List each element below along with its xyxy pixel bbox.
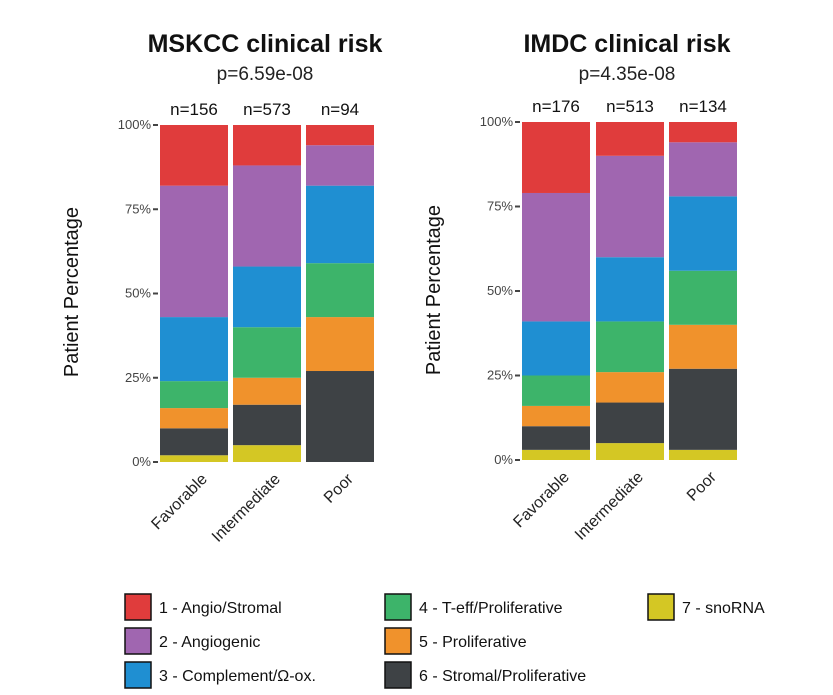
count-label: n=156 [170, 100, 218, 119]
y-tick-label: 0% [132, 454, 151, 469]
legend: 1 - Angio/Stromal 2 - Angiogenic 3 - Compl… [124, 593, 765, 689]
bar-segment-1-angio-stromal [233, 125, 301, 166]
count-label: n=94 [321, 100, 359, 119]
legend-label: 2 - Angiogenic [159, 634, 260, 651]
bar-segment-3-complement-ox [160, 317, 228, 382]
chart-panel-imdc: IMDC clinical risk p=4.35e-08 Patient Pe… [423, 30, 737, 544]
legend-swatch [124, 661, 152, 689]
bar-segment-6-stromal-proliferative [160, 428, 228, 456]
legend-label: 6 - Stromal/Proliferative [419, 668, 586, 685]
legend-item: 1 - Angio/Stromal [124, 593, 282, 621]
bar-segment-6-stromal-proliferative [596, 402, 664, 444]
bar-segment-5-proliferative [596, 372, 664, 403]
chart-subtitle: p=4.35e-08 [579, 64, 676, 85]
chart-title: IMDC clinical risk [523, 30, 730, 58]
bar-segment-6-stromal-proliferative [522, 426, 590, 450]
count-label: n=573 [243, 100, 291, 119]
y-axis-label: Patient Percentage [61, 207, 83, 377]
bar-segment-7-snorna [233, 445, 301, 462]
legend-swatch [384, 661, 412, 689]
bar-segment-7-snorna [669, 449, 737, 460]
y-tick-label: 75% [125, 201, 151, 216]
bar-segment-3-complement-ox [596, 257, 664, 322]
x-tick-label: Favorable [148, 471, 210, 533]
chart-panel-mskcc: MSKCC clinical risk p=6.59e-08 Patient P… [61, 30, 382, 546]
bar-segment-5-proliferative [522, 405, 590, 427]
y-tick-label: 100% [118, 117, 152, 132]
legend-swatch [647, 593, 675, 621]
y-tick-label: 50% [125, 286, 151, 301]
bar-segment-6-stromal-proliferative [306, 371, 374, 462]
bar-segment-1-angio-stromal [669, 122, 737, 143]
bar-segment-4-t-eff-proliferative [522, 375, 590, 406]
bar-segment-4-t-eff-proliferative [596, 321, 664, 373]
bar-segment-3-complement-ox [233, 266, 301, 328]
legend-label: 1 - Angio/Stromal [159, 600, 282, 617]
bar-segment-4-t-eff-proliferative [160, 381, 228, 409]
bar-segment-7-snorna [596, 443, 664, 460]
y-tick-label: 25% [487, 368, 513, 383]
y-axis-label: Patient Percentage [423, 205, 445, 375]
bars-group: 0% 25% 50% 75% 100% n=156 Favorable n=573 Interm… [118, 100, 374, 546]
x-tick-label: Poor [684, 468, 720, 504]
bar-segment-2-angiogenic [160, 185, 228, 318]
bar-segment-1-angio-stromal [160, 125, 228, 186]
chart-title: MSKCC clinical risk [148, 30, 383, 58]
legend-label: 5 - Proliferative [419, 634, 527, 651]
bar-segment-2-angiogenic [522, 192, 590, 322]
legend-swatch [384, 593, 412, 621]
y-tick-label: 50% [487, 283, 513, 298]
bar-segment-5-proliferative [160, 408, 228, 429]
bar-segment-1-angio-stromal [522, 122, 590, 193]
legend-label: 4 - T-eff/Proliferative [419, 600, 563, 617]
count-label: n=176 [532, 97, 580, 116]
legend-swatch [124, 627, 152, 655]
legend-item: 5 - Proliferative [384, 627, 527, 655]
legend-item: 6 - Stromal/Proliferative [384, 661, 586, 689]
x-tick-label: Favorable [510, 469, 572, 531]
legend-item: 3 - Complement/Ω-ox. [124, 661, 316, 689]
legend-item: 7 - snoRNA [647, 593, 765, 621]
y-tick-label: 100% [480, 114, 514, 129]
bar-segment-4-t-eff-proliferative [669, 270, 737, 325]
bar-segment-3-complement-ox [522, 321, 590, 376]
bar-segment-1-angio-stromal [306, 125, 374, 146]
bar-segment-2-angiogenic [233, 165, 301, 267]
bars-group: 0% 25% 50% 75% 100% n=176 Favorable n=513 Interm… [480, 97, 737, 544]
bar-segment-7-snorna [522, 449, 590, 460]
bar-segment-6-stromal-proliferative [233, 404, 301, 446]
legend-label: 3 - Complement/Ω-ox. [159, 668, 316, 685]
bar-segment-2-angiogenic [306, 145, 374, 186]
legend-swatch [384, 627, 412, 655]
bar-segment-5-proliferative [669, 324, 737, 369]
legend-label: 7 - snoRNA [682, 600, 765, 617]
y-tick-label: 75% [487, 199, 513, 214]
bar-segment-7-snorna [160, 455, 228, 462]
bar-segment-3-complement-ox [306, 185, 374, 264]
y-tick-label: 0% [494, 452, 513, 467]
bar-segment-2-angiogenic [669, 142, 737, 197]
count-label: n=513 [606, 97, 654, 116]
bar-segment-5-proliferative [233, 377, 301, 405]
x-tick-label: Intermediate [209, 471, 284, 546]
bar-segment-1-angio-stromal [596, 122, 664, 156]
y-tick-label: 25% [125, 370, 151, 385]
legend-swatch [124, 593, 152, 621]
chart-subtitle: p=6.59e-08 [217, 64, 314, 85]
bar-segment-5-proliferative [306, 317, 374, 372]
legend-item: 4 - T-eff/Proliferative [384, 593, 563, 621]
bar-segment-4-t-eff-proliferative [233, 327, 301, 378]
legend-item: 2 - Angiogenic [124, 627, 260, 655]
bar-segment-3-complement-ox [669, 196, 737, 271]
count-label: n=134 [679, 97, 727, 116]
x-tick-label: Poor [321, 470, 357, 506]
bar-segment-4-t-eff-proliferative [306, 263, 374, 318]
bar-segment-2-angiogenic [596, 155, 664, 258]
bar-segment-6-stromal-proliferative [669, 368, 737, 450]
x-tick-label: Intermediate [572, 469, 647, 544]
